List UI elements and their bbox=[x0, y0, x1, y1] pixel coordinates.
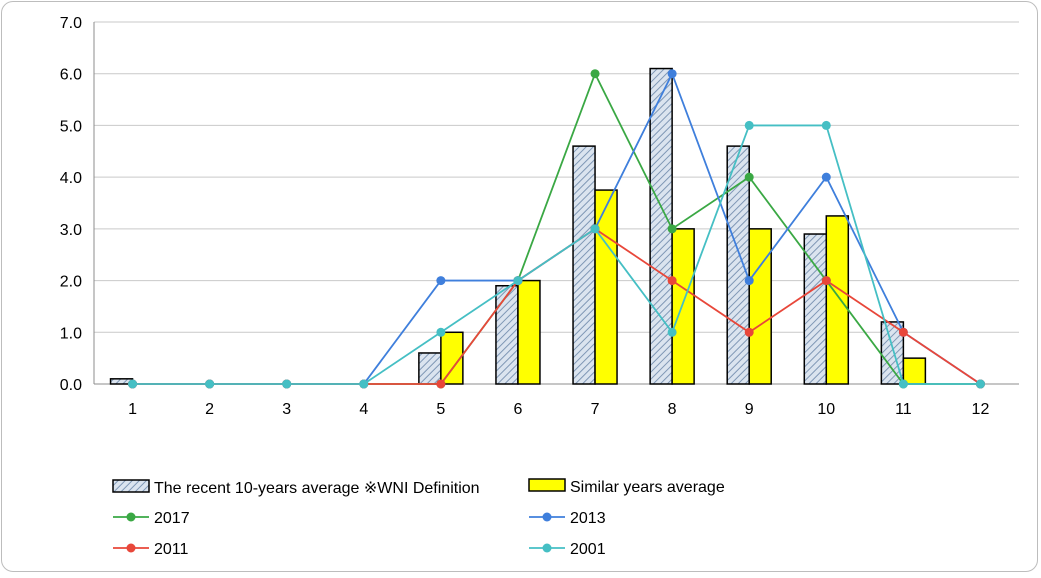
series-point bbox=[744, 172, 754, 182]
y-tick-label: 7.0 bbox=[60, 15, 82, 32]
legend: The recent 10-years average ※WNI Definit… bbox=[112, 478, 725, 558]
legend-label: 2013 bbox=[570, 510, 606, 527]
series-point bbox=[821, 172, 831, 182]
series-point bbox=[667, 224, 677, 234]
x-tick-label: 12 bbox=[972, 401, 990, 418]
bar bbox=[440, 331, 464, 385]
bar bbox=[902, 357, 927, 385]
series-point bbox=[821, 120, 831, 130]
bar bbox=[671, 228, 695, 385]
legend-marker bbox=[542, 543, 552, 553]
legend-marker bbox=[542, 512, 552, 522]
bar bbox=[748, 228, 772, 385]
bar bbox=[594, 189, 618, 385]
series-point bbox=[667, 327, 677, 337]
legend-label: The recent 10-years average ※WNI Definit… bbox=[154, 480, 480, 497]
bar bbox=[572, 145, 596, 385]
legend-label: 2011 bbox=[154, 541, 189, 558]
y-tick-label: 6.0 bbox=[60, 67, 82, 84]
bar bbox=[418, 352, 442, 385]
series-point bbox=[667, 69, 677, 79]
x-tick-label: 7 bbox=[591, 401, 600, 418]
series-point bbox=[205, 379, 215, 389]
x-tick-label: 3 bbox=[282, 401, 291, 418]
series-point bbox=[744, 276, 754, 286]
legend-swatch-yellow bbox=[528, 478, 566, 492]
y-tick-label: 3.0 bbox=[60, 222, 82, 239]
bar bbox=[517, 279, 541, 385]
bar bbox=[495, 284, 519, 385]
bar bbox=[825, 215, 850, 385]
series-point bbox=[436, 379, 446, 389]
x-axis-tick-labels: 1 2 3 4 5 6 7 8 9 10 11 12 bbox=[128, 401, 989, 418]
series-point bbox=[359, 379, 369, 389]
x-tick-label: 9 bbox=[745, 401, 754, 418]
y-tick-label: 2.0 bbox=[60, 274, 82, 291]
y-tick-label: 0.0 bbox=[60, 377, 82, 394]
x-tick-label: 8 bbox=[668, 401, 677, 418]
x-tick-label: 2 bbox=[205, 401, 214, 418]
y-axis-tick-labels: 0.0 1.0 2.0 3.0 4.0 5.0 6.0 7.0 bbox=[60, 15, 82, 394]
y-tick-label: 4.0 bbox=[60, 170, 82, 187]
lines bbox=[128, 69, 985, 389]
series-line bbox=[132, 227, 981, 385]
legend-swatch-hatched bbox=[112, 479, 150, 493]
series-point bbox=[898, 327, 908, 337]
x-tick-label: 5 bbox=[436, 401, 445, 418]
y-tick-label: 5.0 bbox=[60, 118, 82, 135]
series-point bbox=[744, 120, 754, 130]
x-tick-label: 4 bbox=[359, 401, 368, 418]
series-point bbox=[128, 379, 138, 389]
series-point bbox=[590, 69, 600, 79]
y-tick-label: 1.0 bbox=[60, 325, 82, 342]
x-tick-label: 1 bbox=[128, 401, 137, 418]
x-tick-label: 10 bbox=[817, 401, 835, 418]
legend-label: 2001 bbox=[570, 541, 606, 558]
legend-marker bbox=[126, 512, 136, 522]
bars bbox=[109, 67, 927, 385]
series-point bbox=[590, 224, 600, 234]
series-point bbox=[667, 276, 677, 286]
series-point bbox=[436, 327, 446, 337]
legend-label: Similar years average bbox=[570, 479, 725, 496]
bar bbox=[726, 145, 750, 385]
series-point bbox=[975, 379, 985, 389]
series-line bbox=[132, 124, 981, 385]
series-point bbox=[513, 276, 523, 286]
series-point bbox=[282, 379, 292, 389]
series-point bbox=[898, 379, 908, 389]
legend-marker bbox=[126, 543, 136, 553]
x-tick-label: 11 bbox=[895, 401, 912, 418]
gridlines bbox=[93, 21, 1019, 385]
series-point bbox=[436, 276, 446, 286]
x-tick-label: 6 bbox=[514, 401, 523, 418]
legend-label: 2017 bbox=[154, 510, 190, 527]
series-point bbox=[744, 327, 754, 337]
series-point bbox=[821, 276, 831, 286]
